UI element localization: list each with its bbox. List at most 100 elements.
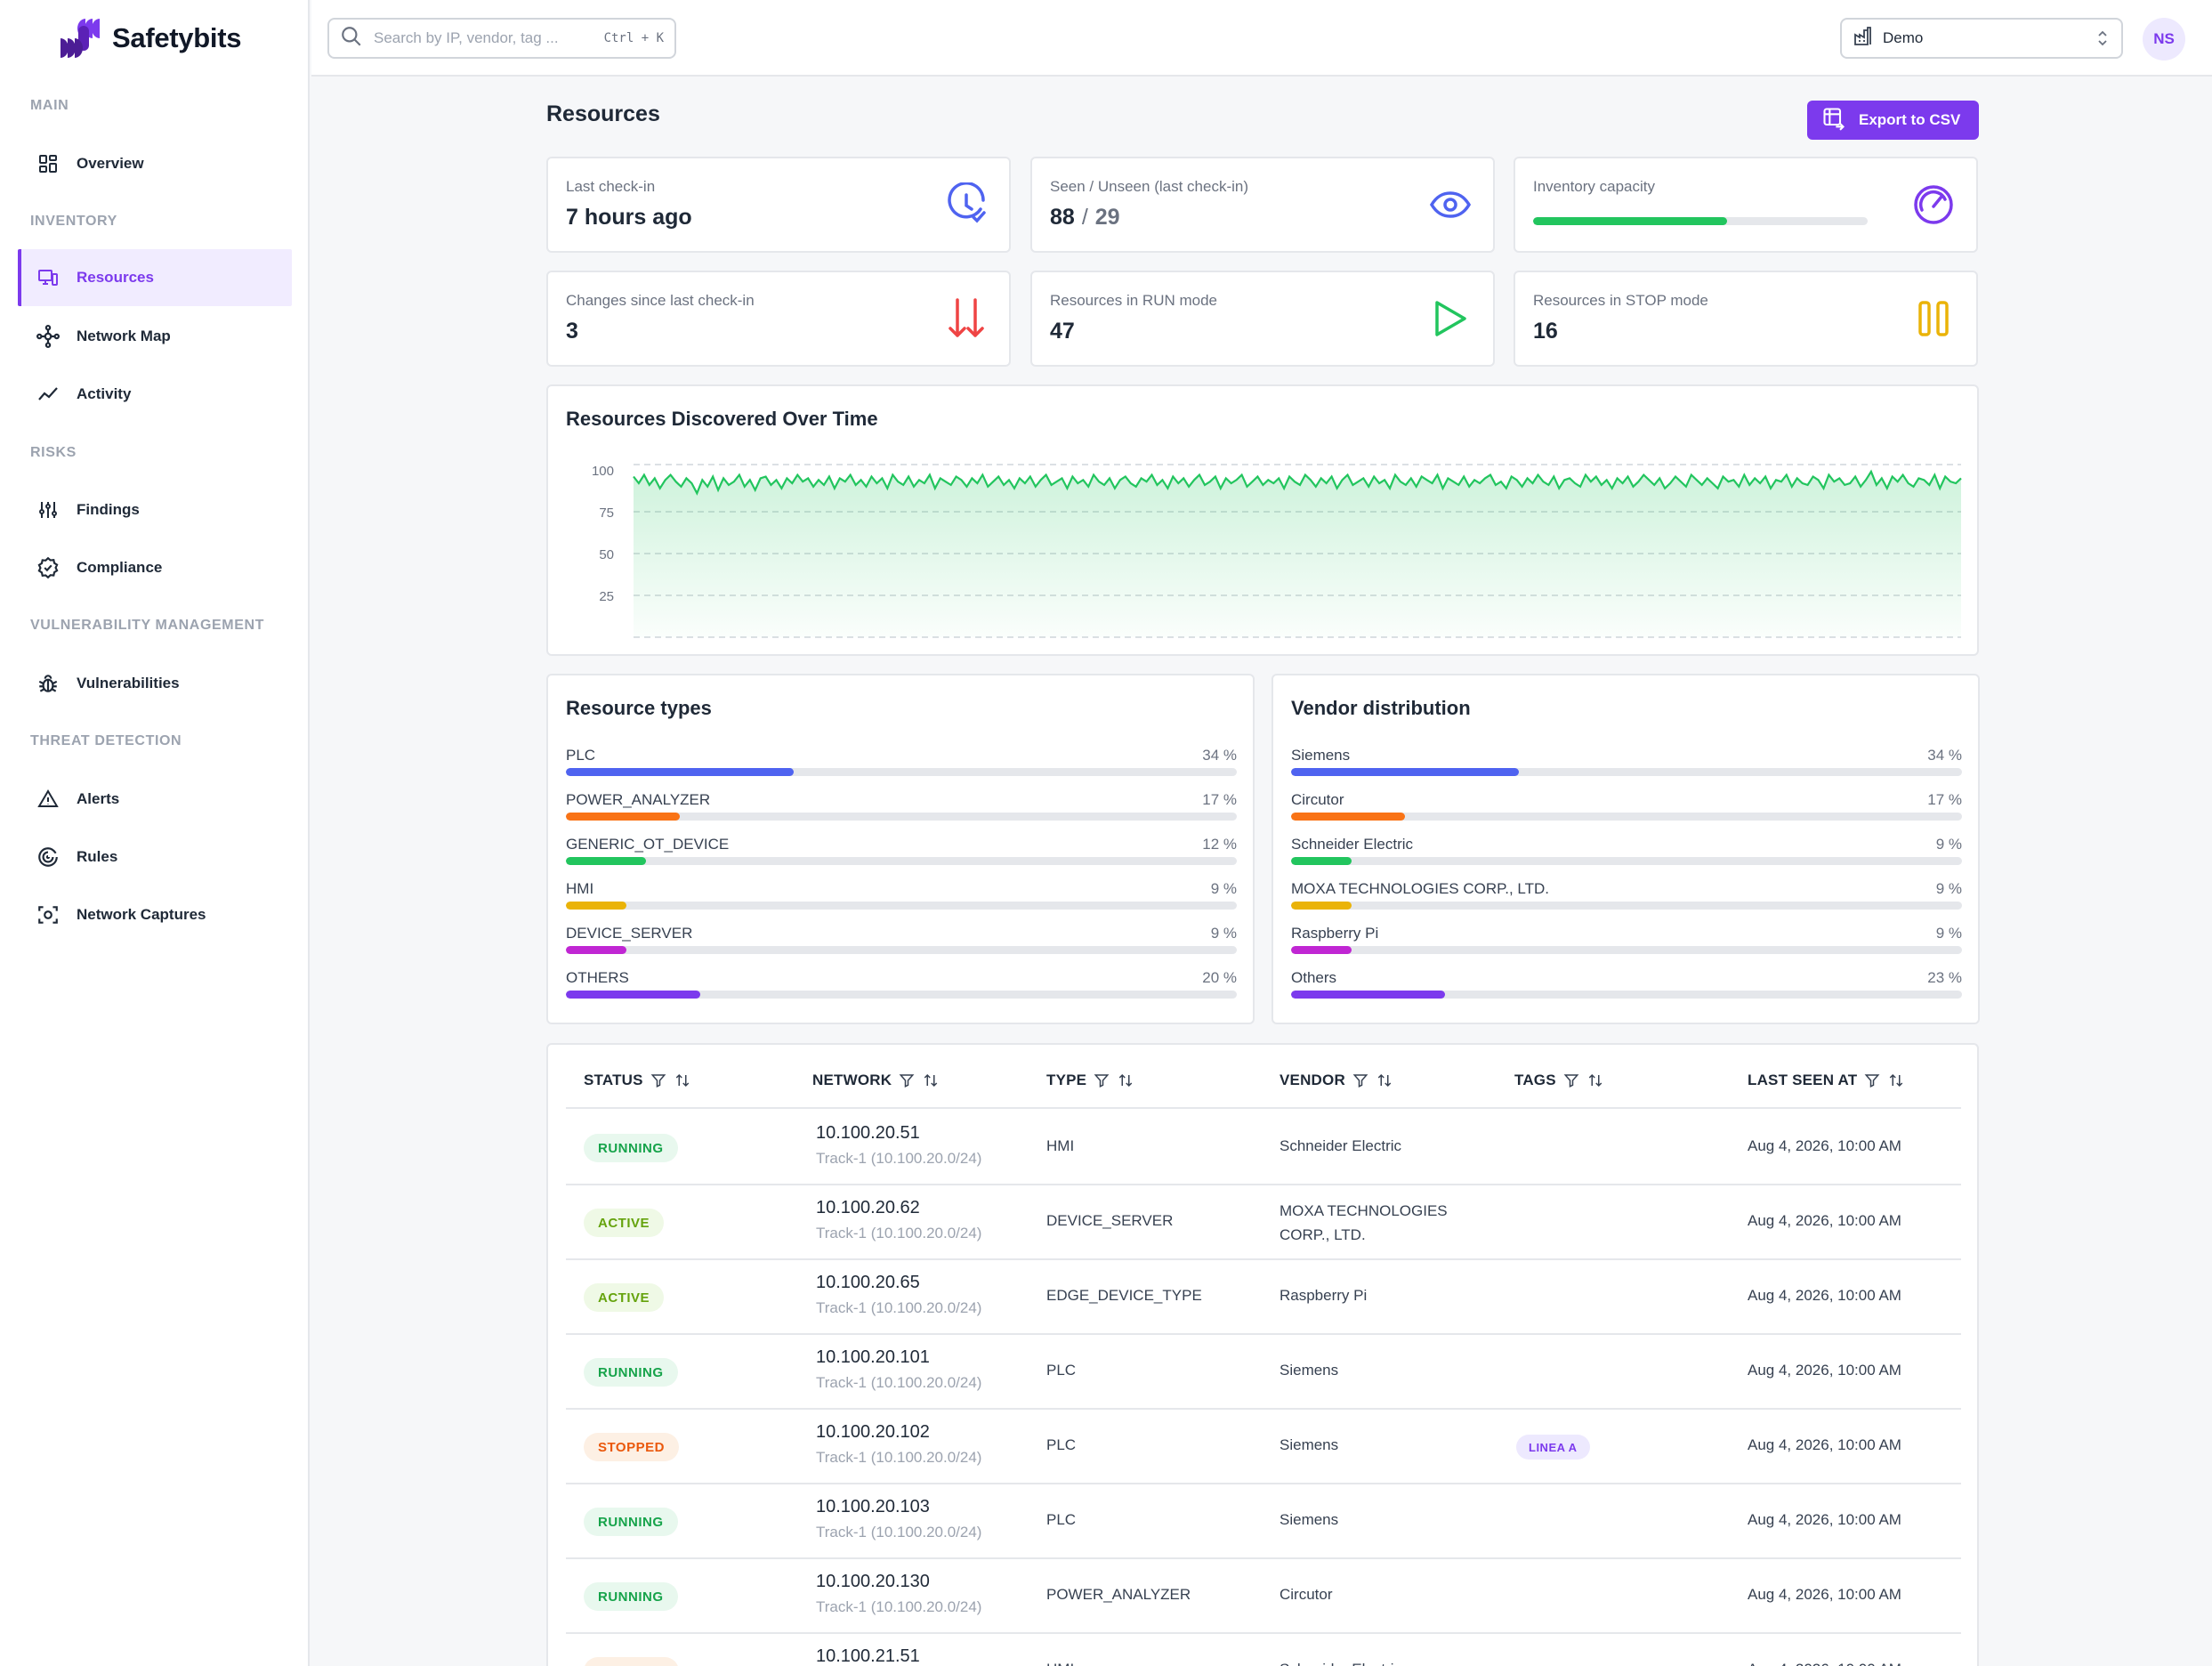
resource-vendor: Circutor [1280, 1586, 1333, 1603]
column-header-label: NETWORK [812, 1072, 892, 1088]
resource-vendor: Schneider Electric [1280, 1661, 1401, 1666]
network-map-icon [36, 324, 61, 349]
sidebar-item-network-map[interactable]: Network Map [18, 308, 292, 365]
resource-ip[interactable]: 10.100.20.102 [816, 1422, 930, 1442]
resource-type-row: OTHERS 20 % [566, 969, 1237, 1014]
vendor-bar [1291, 991, 1962, 999]
sidebar-item-vulnerabilities[interactable]: Vulnerabilities [18, 655, 292, 712]
column-header-label: TYPE [1046, 1072, 1087, 1088]
table-row[interactable]: ACTIVE 10.100.20.65 Track-1 (10.100.20.0/2… [566, 1258, 1961, 1333]
vendor-row: Schneider Electric 9 % [1291, 836, 1962, 880]
table-row[interactable]: RUNNING 10.100.20.101 Track-1 (10.100.20.0… [566, 1333, 1961, 1408]
clock-check-icon [943, 182, 989, 228]
stat-value: 47 [1050, 319, 1075, 344]
search-icon [340, 25, 363, 53]
filter-icon[interactable] [650, 1072, 666, 1088]
tenant-name: Demo [1883, 29, 1924, 46]
filter-icon[interactable] [1864, 1072, 1880, 1088]
sidebar-item-label: Findings [77, 501, 140, 518]
last-seen-at: Aug 4, 2026, 10:00 AM [1748, 1586, 1901, 1603]
column-header-vendor[interactable]: VENDOR [1280, 1072, 1393, 1089]
resource-subnet: Track-1 (10.100.20.0/24) [816, 1150, 982, 1167]
filter-icon[interactable] [1352, 1072, 1368, 1088]
table-row[interactable]: STOPPED 10.100.20.102 Track-1 (10.100.20.0… [566, 1408, 1961, 1483]
sidebar-item-overview[interactable]: Overview [18, 135, 292, 192]
resource-ip[interactable]: 10.100.20.103 [816, 1497, 930, 1516]
vendor-bar-fill [1291, 902, 1352, 910]
vendor-bar [1291, 857, 1962, 865]
vendor-name: Raspberry Pi [1291, 925, 1379, 942]
column-header-label: STATUS [584, 1072, 643, 1088]
resource-ip[interactable]: 10.100.21.51 [816, 1646, 920, 1666]
resource-ip[interactable]: 10.100.20.51 [816, 1123, 920, 1143]
column-header-type[interactable]: TYPE [1046, 1072, 1134, 1089]
sidebar-item-compliance[interactable]: Compliance [18, 539, 292, 596]
stat-label: Changes since last check-in [566, 292, 755, 309]
sidebar-item-activity[interactable]: Activity [18, 366, 292, 423]
resource-tag[interactable]: LINEA A [1516, 1435, 1590, 1460]
vendor-distribution-list: Siemens 34 % Circutor 17 % Schneider Electri… [1291, 747, 1962, 1014]
resource-ip[interactable]: 10.100.20.65 [816, 1273, 920, 1292]
column-header-network[interactable]: NETWORK [812, 1072, 940, 1089]
table-row[interactable]: RUNNING 10.100.20.51 Track-1 (10.100.20.0/… [566, 1109, 1961, 1184]
sidebar-item-resources[interactable]: Resources [18, 249, 292, 306]
resource-ip[interactable]: 10.100.20.62 [816, 1198, 920, 1217]
sidebar-item-rules[interactable]: Rules [18, 829, 292, 886]
sort-icon[interactable] [1117, 1072, 1134, 1088]
table-row[interactable]: RUNNING 10.100.20.130 Track-1 (10.100.20.0… [566, 1557, 1961, 1632]
resource-type-bar-fill [566, 946, 626, 954]
sidebar-item-alerts[interactable]: Alerts [18, 771, 292, 828]
vendor-percent: 23 % [1927, 969, 1962, 986]
brand[interactable]: Safetybits [59, 16, 241, 61]
resource-type-percent: 9 % [1210, 925, 1237, 942]
stat-card-inventory-capacity: Inventory capacity [1514, 157, 1978, 253]
filter-icon[interactable] [899, 1072, 915, 1088]
sort-icon[interactable] [922, 1072, 940, 1088]
sort-icon[interactable] [1586, 1072, 1604, 1088]
sort-icon[interactable] [1887, 1072, 1905, 1088]
column-header-status[interactable]: STATUS [584, 1072, 691, 1089]
resource-ip[interactable]: 10.100.20.101 [816, 1347, 930, 1367]
table-row[interactable]: RUNNING 10.100.20.103 Track-1 (10.100.20.0… [566, 1483, 1961, 1557]
sort-icon[interactable] [1376, 1072, 1393, 1088]
resource-type-name: POWER_ANALYZER [566, 791, 711, 808]
sidebar-item-label: Alerts [77, 790, 120, 807]
table-row-divider [566, 1184, 1961, 1185]
resource-type-bar-fill [566, 813, 681, 821]
filter-icon[interactable] [1094, 1072, 1110, 1088]
vendor-row: Raspberry Pi 9 % [1291, 925, 1962, 969]
column-header-last-seen-at[interactable]: LAST SEEN AT [1748, 1072, 1905, 1089]
export-csv-button[interactable]: Export to CSV [1807, 101, 1979, 140]
tenant-selector[interactable]: Demo [1840, 18, 2123, 59]
stat-card-last-checkin: Last check-in 7 hours ago [546, 157, 1011, 253]
user-avatar[interactable]: NS [2143, 18, 2185, 61]
column-header-tags[interactable]: TAGS [1514, 1072, 1604, 1089]
sidebar: Safetybits MAIN Overview INVENTORY Resou… [0, 0, 310, 1666]
vendor-percent: 9 % [1935, 925, 1962, 942]
chart-y-tick-label: 25 [599, 589, 614, 604]
stat-card-run-mode: Resources in RUN mode 47 [1030, 271, 1495, 367]
stat-value: 3 [566, 319, 578, 344]
resource-type-bar [566, 857, 1237, 865]
resource-ip[interactable]: 10.100.20.130 [816, 1572, 930, 1591]
search-input[interactable]: Search by IP, vendor, tag ... Ctrl + K [327, 18, 676, 59]
resource-type-percent: 17 % [1202, 791, 1237, 808]
resource-types-list: PLC 34 % POWER_ANALYZER 17 % GENERIC_OT_DEVI… [566, 747, 1237, 1014]
last-seen-at: Aug 4, 2026, 10:00 AM [1748, 1212, 1901, 1229]
stat-label: Resources in STOP mode [1533, 292, 1708, 309]
sidebar-item-network-captures[interactable]: Network Captures [18, 886, 292, 943]
vendor-name: MOXA TECHNOLOGIES CORP., LTD. [1291, 880, 1550, 897]
seen-count: 88 [1050, 205, 1075, 230]
status-badge: RUNNING [584, 1508, 678, 1536]
stat-label: Seen / Unseen (last check-in) [1050, 178, 1248, 195]
table-row[interactable]: ACTIVE 10.100.20.62 Track-1 (10.100.20.0/2… [566, 1184, 1961, 1258]
filter-icon[interactable] [1563, 1072, 1579, 1088]
alert-icon [36, 787, 61, 812]
resource-subnet: Track-1 (10.100.20.0/24) [816, 1299, 982, 1316]
nav-section-main: MAIN [30, 98, 69, 113]
sidebar-item-findings[interactable]: Findings [18, 481, 292, 538]
resource-type: POWER_ANALYZER [1046, 1586, 1191, 1603]
sort-icon[interactable] [674, 1072, 691, 1088]
stat-value: 88/29 [1050, 205, 1120, 230]
